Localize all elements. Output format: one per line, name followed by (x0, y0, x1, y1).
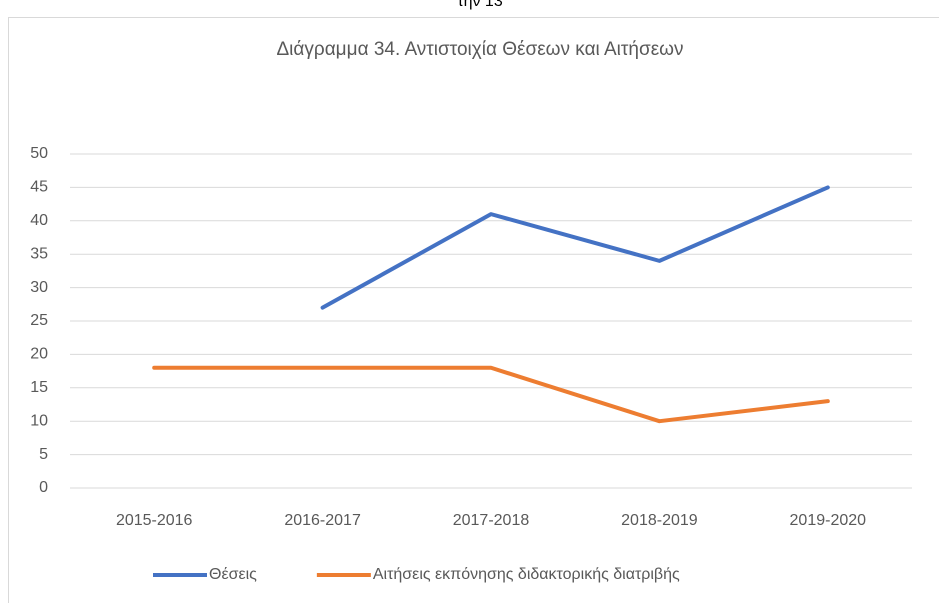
y-tick-label: 35 (30, 245, 48, 262)
legend-label: Θέσεις (209, 566, 257, 583)
x-tick-label: 2018-2019 (621, 512, 698, 529)
page-text: την 13 (457, 0, 503, 10)
y-tick-label: 50 (30, 145, 48, 162)
y-tick-label: 45 (30, 179, 48, 196)
y-tick-label: 10 (30, 412, 48, 429)
legend-label: Αιτήσεις εκπόνησης διδακτορικής διατριβή… (373, 566, 680, 583)
x-tick-label: 2015-2016 (116, 512, 193, 529)
line-series (320, 185, 830, 310)
y-tick-label: 0 (39, 479, 48, 496)
y-tick-label: 20 (30, 346, 48, 363)
chart-border (8, 17, 939, 603)
x-tick-label: 2016-2017 (284, 512, 361, 529)
x-tick-label: 2019-2020 (790, 512, 867, 529)
chart-title: Διάγραμμα 34. Αντιστοιχία Θέσεων και Αιτ… (276, 39, 683, 60)
y-tick-label: 40 (30, 212, 48, 229)
line-series (152, 365, 830, 424)
y-tick-label: 25 (30, 312, 48, 329)
y-tick-label: 15 (30, 379, 48, 396)
y-tick-label: 30 (30, 279, 48, 296)
x-tick-label: 2017-2018 (453, 512, 530, 529)
y-tick-label: 5 (39, 446, 48, 463)
